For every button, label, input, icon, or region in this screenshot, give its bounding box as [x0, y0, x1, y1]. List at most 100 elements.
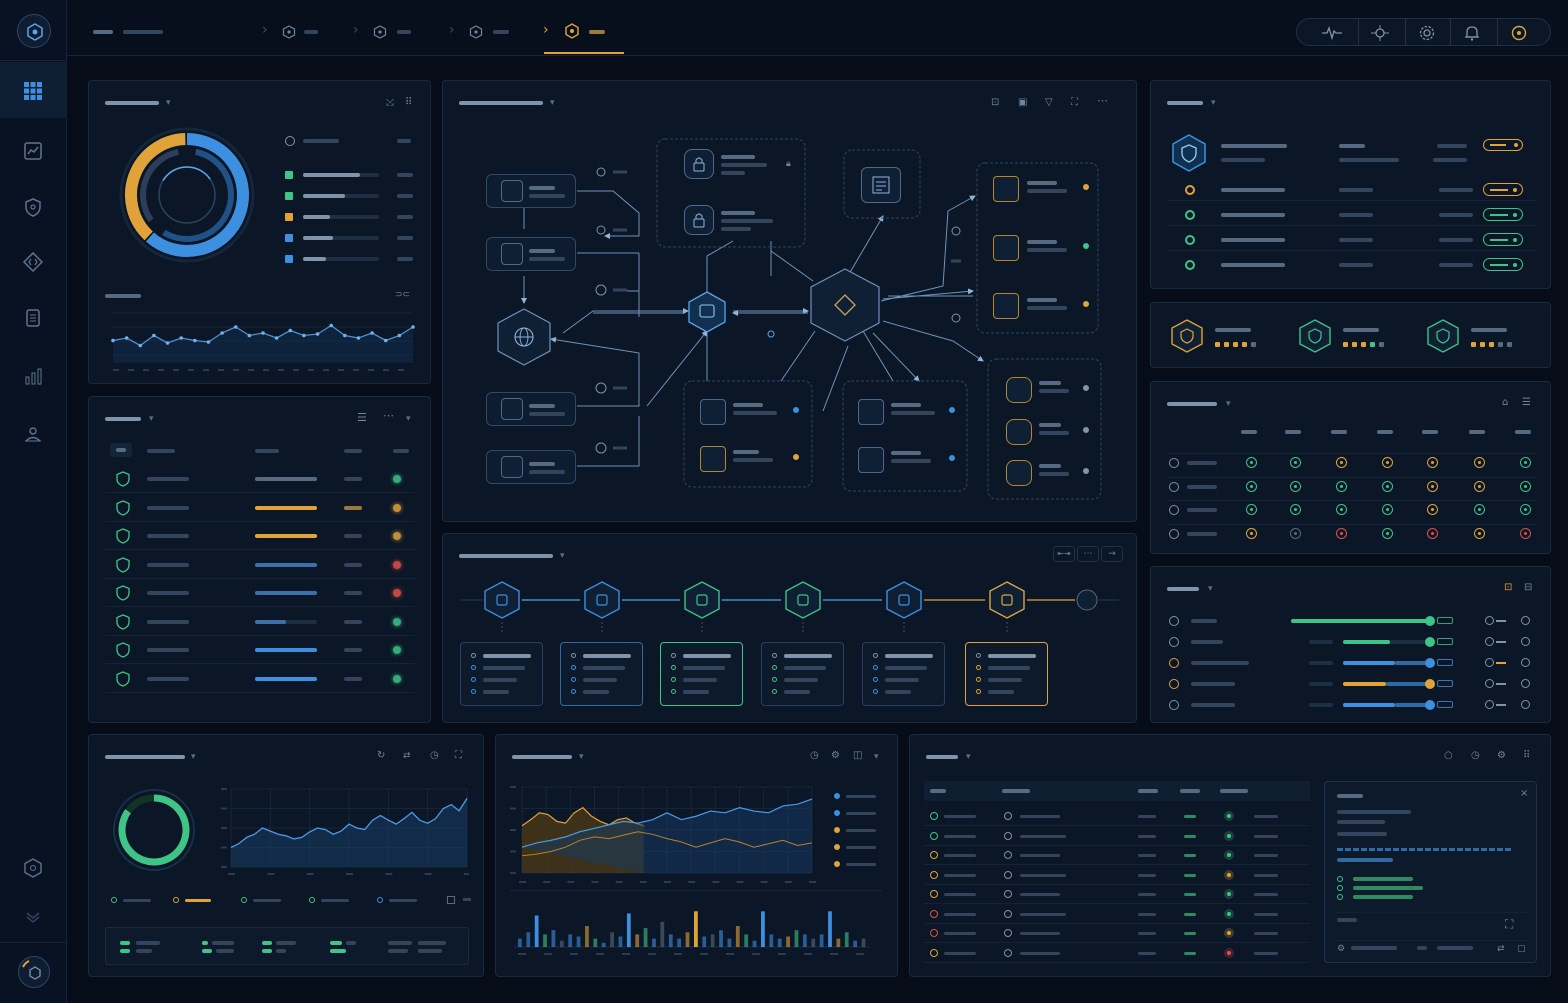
chevron-down-icon[interactable]: ▾ — [874, 752, 879, 762]
square-icon[interactable]: ▢ — [1517, 944, 1526, 954]
clock-icon[interactable] — [1521, 616, 1530, 625]
matrix-status-ring[interactable] — [1336, 527, 1347, 539]
matrix-status-ring[interactable] — [1336, 480, 1347, 492]
refresh-icon[interactable]: ↻ — [377, 750, 386, 761]
legend-header-action[interactable] — [397, 139, 411, 143]
step-card[interactable] — [965, 642, 1048, 706]
matrix-status-ring[interactable] — [1246, 480, 1257, 492]
matrix-status-ring[interactable] — [1474, 527, 1485, 539]
swap-icon[interactable]: ⇄ — [403, 751, 411, 761]
status-toggle[interactable] — [1483, 139, 1523, 151]
settings-icon[interactable]: ⚙︎ — [831, 750, 840, 761]
status-row[interactable] — [1167, 229, 1537, 251]
forward-icon[interactable]: → — [1101, 546, 1123, 562]
cycle-icon[interactable] — [1485, 679, 1494, 688]
document-icon[interactable] — [22, 307, 44, 329]
table-row[interactable] — [105, 551, 415, 579]
matrix-status-ring[interactable] — [1427, 480, 1438, 492]
table-row[interactable] — [924, 807, 1310, 826]
chart-board-icon[interactable] — [22, 140, 44, 162]
copy-icon[interactable]: ▣ — [1018, 97, 1028, 108]
lock-icon[interactable] — [858, 399, 884, 425]
home-icon[interactable] — [858, 447, 884, 473]
matrix-row[interactable] — [1167, 523, 1537, 546]
source-node[interactable] — [486, 237, 576, 271]
crumb-label-active[interactable] — [589, 30, 605, 34]
matrix-status-ring[interactable] — [1246, 504, 1257, 515]
table-row[interactable] — [105, 494, 415, 522]
shield-node-icon[interactable] — [1006, 377, 1032, 403]
step-card[interactable] — [761, 642, 844, 706]
clock-icon[interactable] — [1521, 637, 1530, 646]
crumb-label[interactable] — [397, 30, 411, 34]
bar-chart-icon[interactable] — [22, 365, 44, 387]
expand-icon[interactable]: ⛶ — [1071, 97, 1078, 108]
crumb-label[interactable] — [304, 30, 318, 34]
home-lock-icon[interactable] — [993, 293, 1019, 319]
matrix-status-ring[interactable] — [1382, 457, 1393, 468]
chevron-down-icon[interactable]: ▾ — [560, 551, 565, 561]
matrix-status-ring[interactable] — [1474, 504, 1485, 515]
step-card[interactable] — [660, 642, 743, 706]
status-row[interactable] — [1167, 204, 1537, 226]
table-row[interactable] — [924, 846, 1310, 865]
shield-node-icon[interactable] — [1006, 460, 1032, 486]
table-row[interactable] — [105, 465, 415, 493]
matrix-row[interactable] — [1167, 500, 1537, 522]
matrix-status-ring[interactable] — [1290, 480, 1301, 492]
matrix-status-ring[interactable] — [1474, 480, 1485, 492]
clock-icon[interactable]: ◷ — [430, 750, 439, 761]
more-icon[interactable]: ⋯ — [1097, 94, 1108, 107]
matrix-status-ring[interactable] — [1290, 504, 1301, 515]
shield-icon[interactable] — [22, 196, 44, 218]
table-row[interactable] — [105, 665, 415, 693]
pulse-icon[interactable] — [1321, 25, 1343, 45]
lock-icon[interactable] — [684, 149, 714, 179]
matrix-status-ring[interactable] — [1427, 457, 1438, 468]
cycle-icon[interactable] — [1485, 700, 1494, 709]
matrix-status-ring[interactable] — [1520, 504, 1531, 515]
home-lock-icon[interactable] — [993, 176, 1019, 202]
hexagon-icon[interactable] — [469, 24, 483, 43]
columns-icon[interactable]: ◫ — [853, 750, 863, 761]
document-icon[interactable] — [861, 167, 901, 203]
chevron-down-icon[interactable]: ▾ — [1226, 399, 1231, 409]
collapse-icon[interactable]: ⇤⇥ — [1053, 546, 1075, 562]
home-lock-icon[interactable] — [993, 235, 1019, 261]
grid-icon[interactable] — [22, 80, 44, 102]
clock-icon[interactable]: ◷ — [810, 750, 819, 761]
status-toggle[interactable] — [1483, 233, 1523, 246]
clock-icon[interactable]: ◷ — [1471, 750, 1480, 761]
matrix-status-ring[interactable] — [1382, 527, 1393, 539]
table-row[interactable] — [924, 827, 1310, 846]
source-node[interactable] — [486, 174, 576, 208]
matrix-status-ring[interactable] — [1336, 457, 1347, 468]
table-row[interactable] — [105, 636, 415, 664]
hexagon-logo-icon[interactable] — [17, 14, 51, 48]
flow-icon[interactable] — [1370, 24, 1390, 46]
step-card[interactable] — [460, 642, 543, 706]
matrix-status-ring[interactable] — [1290, 527, 1301, 539]
chevron-down-icon[interactable]: ▾ — [191, 752, 196, 762]
chart-options-icon[interactable] — [447, 896, 455, 904]
settings-icon[interactable]: ⚙︎ — [1497, 750, 1506, 761]
alert-ring-icon[interactable] — [1510, 24, 1528, 46]
status-toggle[interactable] — [1483, 208, 1523, 221]
table-row[interactable] — [105, 522, 415, 550]
hexagon-icon[interactable] — [373, 24, 387, 43]
matrix-status-ring[interactable] — [1246, 457, 1257, 468]
table-row[interactable] — [924, 944, 1310, 963]
list-view-icon[interactable]: ☰ — [1522, 397, 1531, 408]
chevron-down-icon[interactable]: ▾ — [966, 752, 971, 762]
crumb-label[interactable] — [493, 30, 509, 34]
clock-icon[interactable] — [1521, 658, 1530, 667]
matrix-status-ring[interactable] — [1427, 504, 1438, 515]
clock-icon[interactable] — [1521, 679, 1530, 688]
lock-icon[interactable] — [700, 399, 726, 425]
table-row[interactable] — [105, 608, 415, 636]
cycle-icon[interactable] — [1485, 616, 1494, 625]
lock-icon[interactable] — [684, 205, 714, 235]
hexagon-icon[interactable] — [564, 23, 580, 43]
list-view-icon[interactable]: ☰ — [357, 411, 367, 424]
gear-icon[interactable] — [1418, 24, 1436, 46]
